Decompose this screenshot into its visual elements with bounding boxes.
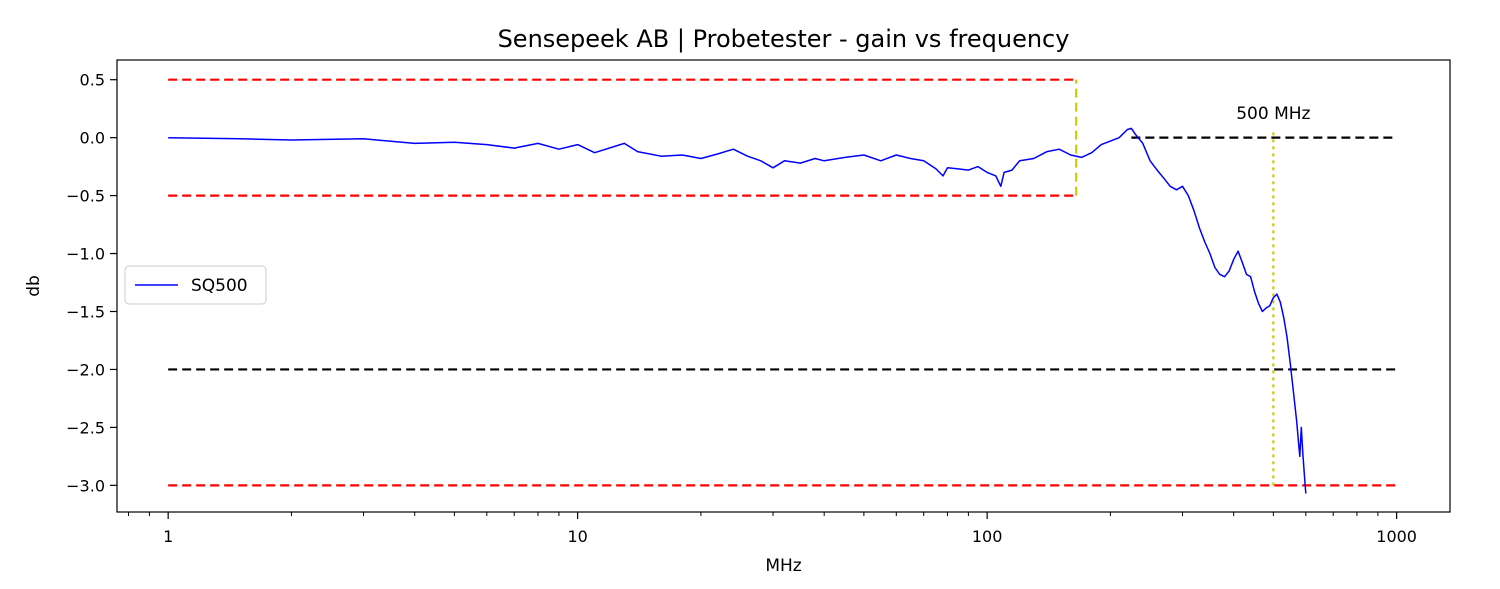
reference-lines — [168, 78, 1397, 487]
y-tick-label: −2.0 — [66, 360, 105, 379]
y-tick-label: 0.5 — [80, 71, 105, 90]
annotations: 500 MHz — [1236, 104, 1310, 124]
legend: SQ500 — [124, 265, 267, 305]
x-tick-label: 1 — [163, 527, 173, 546]
chart-title: Sensepeek AB | Probetester - gain vs fre… — [498, 25, 1070, 53]
x-axis-label: MHz — [765, 556, 801, 576]
series-line-sq500 — [168, 127, 1307, 494]
x-tick-label: 10 — [567, 527, 587, 546]
plot-frame — [116, 59, 1451, 513]
series-layer — [168, 127, 1307, 494]
y-tick-label: −1.5 — [66, 302, 105, 321]
y-tick-label: −2.5 — [66, 418, 105, 437]
y-axis: 0.5 0.0 −0.5 −1.0 −1.5 −2.0 −2.5 −3.0 — [66, 71, 117, 495]
legend-label: SQ500 — [191, 276, 248, 296]
y-axis-label: db — [24, 275, 44, 297]
y-tick-label: 0.0 — [80, 129, 105, 148]
x-axis: 1 10 100 1000 — [127, 512, 1417, 546]
y-tick-label: −0.5 — [66, 187, 105, 206]
y-tick-label: −3.0 — [66, 476, 105, 495]
annotation-label: 500 MHz — [1236, 104, 1310, 124]
x-tick-label: 100 — [972, 527, 1003, 546]
legend-box — [124, 265, 267, 305]
y-tick-label: −1.0 — [66, 245, 105, 264]
x-tick-label: 1000 — [1376, 527, 1417, 546]
